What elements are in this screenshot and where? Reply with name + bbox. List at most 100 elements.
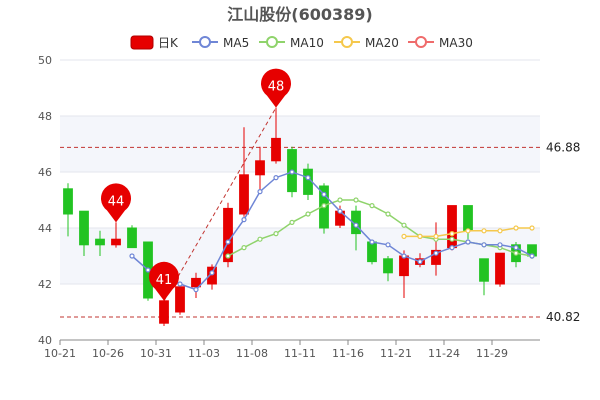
legend-item-ma10[interactable]: MA10	[259, 36, 324, 50]
candle-body	[127, 227, 137, 249]
ma10-point	[369, 203, 375, 209]
grid	[60, 59, 540, 341]
grid-band	[60, 228, 540, 284]
ma5-point	[177, 281, 183, 287]
ma5-point	[193, 287, 199, 293]
ma20-point	[433, 233, 439, 239]
candle	[447, 205, 457, 251]
ma20-point	[481, 228, 487, 234]
candle	[63, 183, 73, 237]
candle-body	[463, 205, 473, 232]
price-markers: 44 41 48	[101, 68, 292, 301]
moving-average-lines	[129, 169, 535, 293]
candle-body	[239, 174, 249, 215]
x-tick-label: 11-16	[332, 347, 364, 360]
legend-ma5-dot	[199, 36, 211, 48]
ma20-point	[417, 233, 423, 239]
candle-body	[479, 258, 489, 282]
ma20-point	[529, 225, 535, 231]
ma10-point	[513, 250, 519, 256]
candle	[111, 222, 121, 248]
ma10-point	[305, 211, 311, 217]
ma5-point	[129, 253, 135, 259]
marker-pin-icon	[261, 68, 292, 108]
y-tick-label: 42	[38, 278, 52, 291]
ma10-point	[225, 253, 231, 259]
candle	[127, 225, 137, 249]
candle	[207, 264, 217, 290]
candle	[95, 230, 105, 256]
legend-ma10-dot	[266, 36, 278, 48]
x-tick-label: 11-08	[236, 347, 268, 360]
marker-label: 41	[156, 273, 173, 288]
ma5-point	[305, 175, 311, 181]
x-tick-label: 11-29	[476, 347, 508, 360]
legend-item-ma5[interactable]: MA5	[192, 36, 249, 50]
ma20-point	[401, 233, 407, 239]
ma10-point	[385, 211, 391, 217]
candle-body	[63, 188, 73, 215]
legend-label-daily-k: 日K	[158, 36, 179, 50]
legend[interactable]: 日K MA5 MA10 MA20 MA30	[130, 35, 473, 50]
legend-item-daily-k[interactable]: 日K	[130, 35, 179, 50]
ma5-point	[289, 169, 295, 175]
ma5-point	[209, 270, 215, 276]
candle	[495, 252, 505, 287]
ma10-point	[241, 245, 247, 251]
legend-label-ma10: MA10	[290, 36, 324, 50]
grid-band	[60, 116, 540, 172]
y-tick-label: 50	[38, 54, 52, 67]
ma5-point	[401, 253, 407, 259]
candle	[431, 222, 441, 276]
marker-pin-icon	[149, 261, 180, 301]
candle-body	[191, 277, 201, 288]
ma5-point	[369, 239, 375, 245]
candle	[351, 205, 361, 251]
candle	[255, 146, 265, 192]
ma5-point	[481, 242, 487, 248]
candle-body	[95, 238, 105, 246]
candle	[79, 210, 89, 256]
legend-ma20-dot	[341, 36, 353, 48]
x-tick-label: 10-26	[92, 347, 124, 360]
candle-body	[255, 160, 265, 176]
ma10-point	[337, 197, 343, 203]
grid-band	[60, 284, 540, 340]
candle-body	[351, 210, 361, 235]
ma20-point	[497, 228, 503, 234]
candle-body	[175, 286, 185, 313]
y-tick-label: 44	[38, 222, 52, 235]
ma5-point	[497, 242, 503, 248]
price-marker[interactable]: 48	[261, 68, 292, 108]
ma5-point	[353, 222, 359, 228]
grid-band	[60, 60, 540, 116]
x-tick-label: 11-21	[380, 347, 412, 360]
x-tick-label: 11-03	[188, 347, 220, 360]
price-marker[interactable]: 44	[101, 183, 131, 223]
ma5-point	[465, 239, 471, 245]
candle	[367, 241, 377, 265]
legend-item-ma20[interactable]: MA20	[334, 36, 399, 50]
ma5-point	[385, 242, 391, 248]
legend-label-ma30: MA30	[439, 36, 473, 50]
candle	[239, 127, 249, 217]
ma10-point	[273, 231, 279, 237]
ma5-point	[273, 175, 279, 181]
ma10-point	[449, 236, 455, 242]
ma5-point	[241, 217, 247, 223]
y-tick-label: 46	[38, 166, 52, 179]
price-marker[interactable]: 41	[149, 261, 180, 301]
candle-body	[79, 210, 89, 246]
x-tick-label: 11-24	[428, 347, 460, 360]
ma5-point	[225, 239, 231, 245]
marker-label: 44	[108, 194, 125, 209]
ma10-point	[257, 236, 263, 242]
ma10-point	[289, 219, 295, 225]
marker-label: 48	[268, 80, 285, 95]
reference-lines: 46.88 40.82	[60, 140, 580, 324]
candle	[175, 284, 185, 315]
candle	[479, 258, 489, 296]
ma5-point	[145, 267, 151, 273]
legend-item-ma30[interactable]: MA30	[408, 36, 473, 50]
candle-body	[159, 300, 169, 324]
